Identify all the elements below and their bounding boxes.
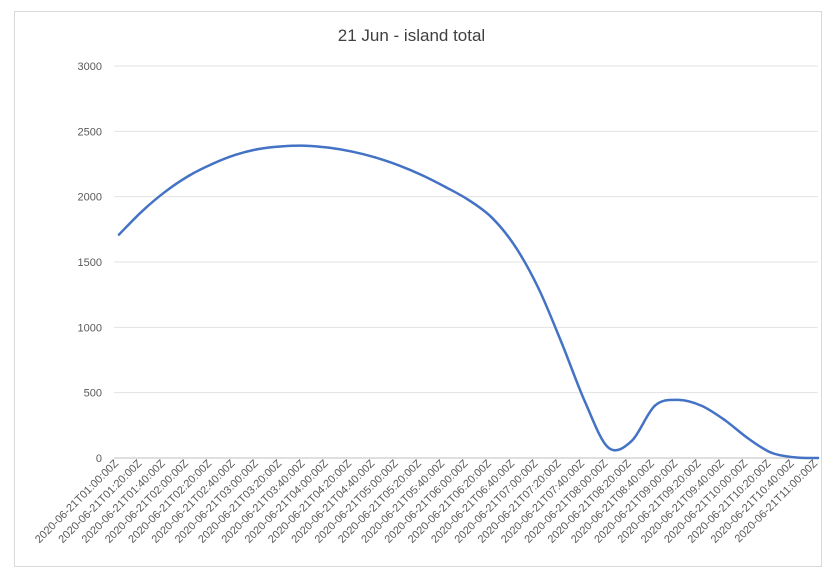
data-point [560, 341, 563, 345]
data-point [304, 144, 307, 147]
data-point [141, 209, 144, 213]
y-tick-label: 3000 [78, 61, 102, 73]
data-point [350, 150, 354, 153]
data-point [770, 451, 773, 454]
data-point [723, 418, 726, 422]
data-point [117, 233, 121, 236]
series-line [117, 144, 820, 460]
data-point [746, 437, 750, 440]
data-point [420, 173, 424, 177]
data-point [467, 198, 470, 202]
data-point [211, 162, 214, 166]
data-point [653, 404, 657, 407]
y-tick-label: 2500 [78, 126, 102, 138]
y-tick-label: 0 [96, 453, 102, 465]
data-point [374, 156, 377, 159]
data-point [280, 145, 284, 148]
data-point [164, 190, 167, 193]
data-point [234, 153, 237, 157]
data-point [630, 439, 633, 443]
data-point [816, 456, 820, 460]
y-tick-label: 500 [84, 388, 102, 400]
data-point [444, 185, 447, 189]
data-point [490, 216, 493, 219]
data-point [607, 446, 610, 449]
data-point [257, 147, 260, 151]
chart-frame [14, 11, 822, 567]
data-point [537, 286, 540, 290]
y-tick-label: 1000 [78, 322, 102, 334]
data-point [793, 456, 796, 459]
y-tick-label: 2000 [78, 192, 102, 204]
data-point [677, 398, 680, 402]
data-point [700, 404, 703, 407]
data-point [187, 174, 191, 177]
data-point [397, 164, 400, 167]
y-tick-label: 1500 [78, 257, 102, 269]
data-point [583, 400, 587, 404]
data-point [327, 146, 330, 149]
data-point [513, 245, 517, 248]
chart-title: 21 Jun - island total [337, 26, 486, 45]
